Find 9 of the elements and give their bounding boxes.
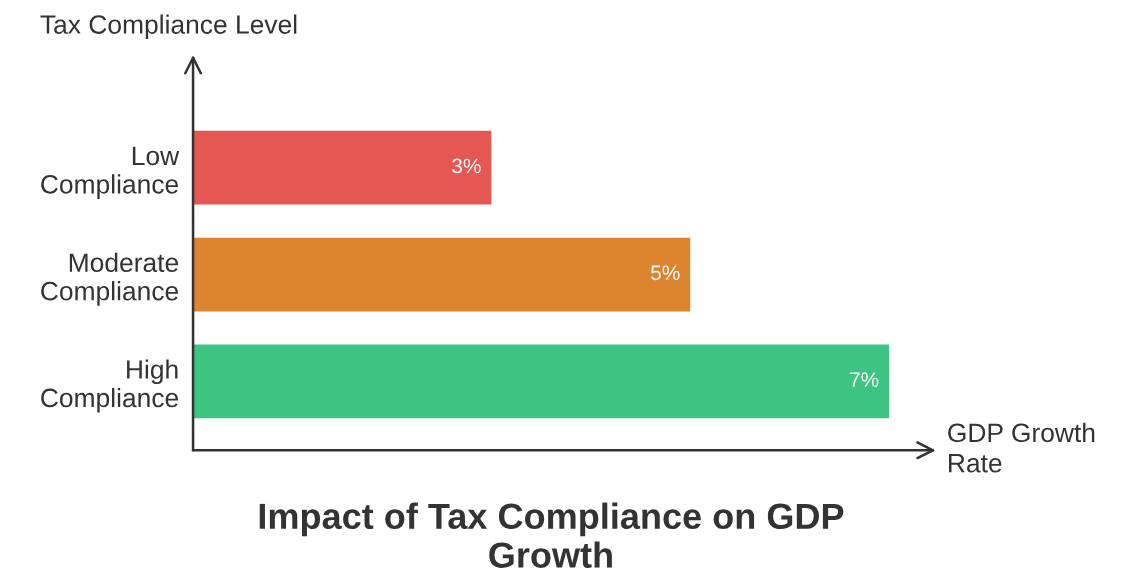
x-axis-title: GDP Growth Rate xyxy=(948,422,1095,473)
y-tick-label: Moderate Compliance xyxy=(41,252,179,306)
data-label: 5% xyxy=(651,265,680,281)
y-axis-title: Tax Compliance Level xyxy=(40,14,297,40)
data-label: 3% xyxy=(452,158,481,174)
y-tick-label: High Compliance xyxy=(41,359,178,413)
y-tick-label: Low Compliance xyxy=(41,146,180,199)
text: Impact of Tax Compliance on GDP Growth xyxy=(259,502,844,568)
data-label: 7% xyxy=(850,372,879,387)
